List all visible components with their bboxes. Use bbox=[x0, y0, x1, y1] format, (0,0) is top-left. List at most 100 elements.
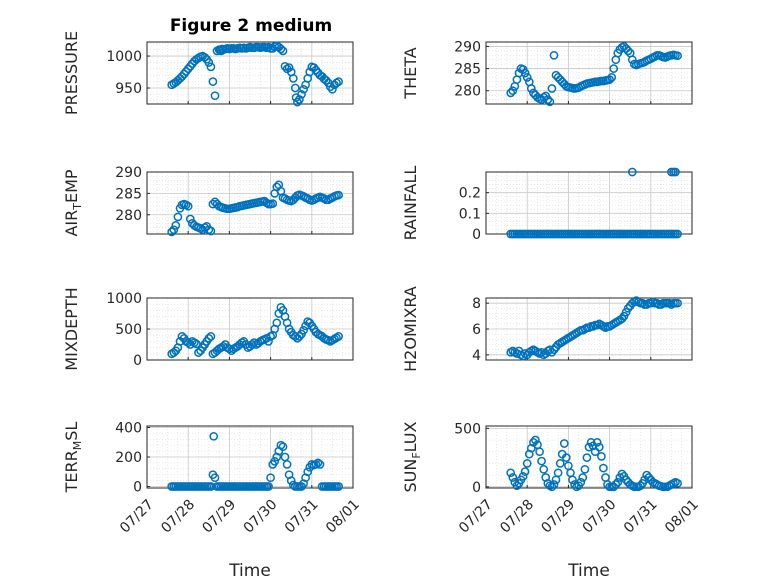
ytick-label: 500 bbox=[115, 322, 142, 338]
data-point bbox=[627, 55, 637, 65]
data-point bbox=[539, 464, 549, 474]
data-point bbox=[282, 460, 292, 469]
axes-border bbox=[485, 41, 693, 105]
data-point bbox=[309, 63, 319, 72]
data-point bbox=[272, 318, 282, 328]
data-point bbox=[578, 473, 588, 482]
data-point bbox=[599, 463, 608, 473]
ylabel-tail: SL bbox=[62, 422, 81, 441]
data-point bbox=[531, 435, 540, 445]
data-point bbox=[183, 338, 193, 347]
data-point bbox=[247, 340, 257, 349]
data-point bbox=[576, 477, 586, 487]
data-point bbox=[299, 84, 308, 94]
data-point bbox=[264, 337, 273, 346]
data-point bbox=[208, 77, 218, 86]
ytick-label: 0 bbox=[472, 227, 481, 243]
data-point bbox=[328, 84, 337, 94]
data-point bbox=[547, 84, 557, 93]
ytick-label: 200 bbox=[115, 450, 142, 466]
data-point bbox=[295, 95, 304, 104]
xtick-label: 07/31 bbox=[282, 497, 322, 537]
data-point bbox=[561, 453, 571, 462]
xlabel: Time bbox=[228, 561, 271, 581]
data-point bbox=[264, 482, 273, 491]
axes-pressure: 950 1000 PRESSURE bbox=[62, 31, 354, 115]
xtick-label: 07/31 bbox=[621, 497, 661, 537]
ylabel: SUNFLUX bbox=[401, 421, 423, 492]
figure-title: Figure 2 medium bbox=[170, 16, 332, 36]
axes-border bbox=[146, 425, 354, 489]
axes-border bbox=[146, 297, 354, 361]
data-point bbox=[192, 339, 201, 349]
ytick-label: 280 bbox=[454, 84, 481, 100]
ylabel-main: THETA bbox=[401, 47, 420, 99]
data-point bbox=[671, 167, 680, 177]
ylabel: AIRTEMP bbox=[62, 169, 84, 236]
axes-mixdepth: 0 500 1000 MIXDEPTH bbox=[62, 287, 354, 371]
data-point bbox=[520, 467, 530, 476]
data-point bbox=[673, 478, 682, 488]
data-point bbox=[177, 72, 187, 81]
data-point bbox=[597, 452, 606, 461]
data-point bbox=[334, 482, 343, 491]
ytick-label: 400 bbox=[115, 420, 142, 436]
ylabel-main: TERR bbox=[62, 450, 81, 493]
data-point bbox=[206, 62, 216, 72]
xtick-label: 07/28 bbox=[497, 497, 537, 537]
ytick-label: 0 bbox=[133, 480, 142, 496]
ytick-label: 950 bbox=[115, 81, 142, 97]
ylabel-subscript: T bbox=[71, 203, 84, 211]
ytick-label: 1000 bbox=[106, 49, 142, 65]
axes-border bbox=[146, 41, 354, 105]
ytick-label: 280 bbox=[115, 208, 142, 224]
data-point bbox=[537, 347, 546, 357]
axes-rainfall: 0 0.1 0.2 RAINFALL bbox=[401, 166, 693, 243]
data-point bbox=[518, 471, 528, 481]
data-point bbox=[545, 97, 555, 107]
data-point bbox=[286, 476, 296, 485]
data-point bbox=[204, 58, 214, 67]
xtick-label: 07/27 bbox=[117, 497, 157, 537]
axes-air_temp: 280 285 290 AIRTEMP bbox=[62, 165, 354, 237]
data-point bbox=[334, 332, 343, 341]
data-point bbox=[206, 482, 216, 491]
data-point bbox=[268, 199, 278, 208]
data-point bbox=[276, 44, 286, 54]
data-point bbox=[582, 453, 592, 462]
data-point bbox=[288, 74, 298, 83]
xtick-label: 07/28 bbox=[158, 497, 198, 537]
data-point bbox=[559, 439, 569, 448]
xtick-label: 07/30 bbox=[241, 497, 281, 537]
data-point bbox=[673, 298, 682, 308]
data-point bbox=[520, 68, 530, 78]
data-point bbox=[278, 46, 288, 56]
axes-h2omixra: 4 6 8 H2OMIXRA bbox=[401, 286, 693, 372]
data-point bbox=[594, 442, 604, 452]
data-point bbox=[605, 75, 614, 84]
data-point bbox=[522, 73, 532, 82]
axes-border bbox=[485, 297, 693, 361]
data-point bbox=[584, 442, 594, 452]
data-point bbox=[673, 51, 682, 61]
data-point bbox=[204, 333, 214, 343]
data-point bbox=[623, 303, 633, 313]
xtick-label: 07/30 bbox=[580, 497, 620, 537]
data-point bbox=[173, 212, 183, 222]
data-point bbox=[249, 338, 259, 347]
ylabel: H2OMIXRA bbox=[401, 286, 420, 372]
data-point bbox=[167, 227, 177, 237]
ylabel-subscript: M bbox=[71, 441, 84, 451]
data-point bbox=[508, 473, 518, 482]
data-point bbox=[210, 91, 220, 101]
ylabel-subscript: F bbox=[410, 452, 423, 458]
ylabel-tail: EMP bbox=[62, 169, 81, 203]
data-point bbox=[276, 440, 286, 450]
ylabel-main: RAINFALL bbox=[401, 166, 420, 241]
data-point bbox=[636, 481, 645, 491]
data-point bbox=[611, 480, 621, 489]
data-point bbox=[303, 467, 313, 477]
ytick-label: 4 bbox=[472, 348, 481, 364]
axes-border bbox=[485, 425, 693, 489]
ytick-label: 500 bbox=[454, 421, 481, 437]
